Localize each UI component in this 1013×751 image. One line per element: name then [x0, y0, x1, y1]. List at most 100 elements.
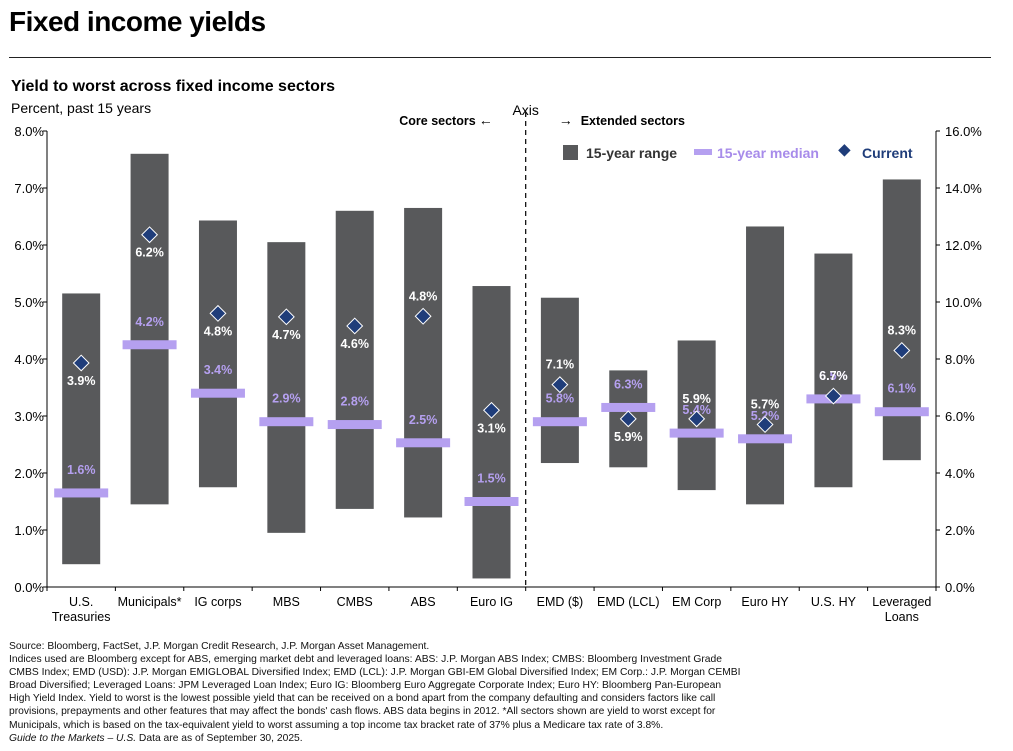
footnote-line: Indices used are Bloomberg except for AB… — [9, 654, 722, 666]
median-label: 2.5% — [409, 413, 438, 427]
range-bar — [814, 253, 853, 488]
range-bar — [130, 153, 169, 505]
median-label: 2.9% — [272, 392, 301, 406]
current-marker — [141, 226, 159, 244]
median-marker — [874, 407, 929, 417]
median-marker — [190, 388, 245, 398]
current-label: 5.9% — [614, 430, 643, 444]
left-axis-tick-label: 7.0% — [14, 181, 44, 196]
category-label: U.S. — [69, 595, 93, 609]
median-label: 1.6% — [67, 463, 96, 477]
median-marker — [122, 340, 177, 350]
guide-date: Data are as of September 30, 2025. — [136, 732, 303, 744]
footnote-line: Broad Diversified; Leveraged Loans: JPM … — [9, 680, 722, 692]
range-bar — [198, 220, 237, 488]
category-label: ABS — [411, 595, 436, 609]
left-axis-tick-label: 5.0% — [14, 295, 44, 310]
right-arrow-icon: → — [559, 112, 573, 128]
range-bar — [746, 226, 785, 505]
median-marker — [601, 402, 656, 412]
core-sectors-label: Core sectors — [399, 114, 475, 128]
chart-subtitle: Percent, past 15 years — [11, 100, 152, 116]
median-marker — [327, 420, 382, 430]
chart-title: Yield to worst across fixed income secto… — [11, 78, 335, 95]
right-axis-tick-label: 2.0% — [945, 523, 975, 538]
category-label: Euro IG — [470, 595, 513, 609]
category-label: MBS — [273, 595, 300, 609]
legend-median-swatch — [694, 149, 712, 155]
median-label: 2.8% — [340, 395, 369, 409]
current-marker — [824, 387, 842, 405]
median-label: 4.2% — [135, 315, 164, 329]
guide-title: Guide to the Markets – U.S. — [9, 732, 137, 744]
right-axis-tick-label: 10.0% — [945, 295, 982, 310]
title-divider — [9, 57, 991, 58]
footnote-line: Municipals, which is based on the tax-eq… — [9, 719, 664, 731]
median-label: 5.8% — [546, 392, 575, 406]
right-axis-tick-label: 14.0% — [945, 181, 982, 196]
right-axis-tick-label: 16.0% — [945, 124, 982, 139]
median-marker — [54, 488, 109, 498]
current-marker — [483, 401, 500, 419]
footnote-line: Source: Bloomberg, FactSet, J.P. Morgan … — [9, 641, 430, 652]
range-bar — [267, 242, 306, 533]
current-marker — [414, 307, 432, 325]
current-label: 3.9% — [67, 374, 96, 388]
median-marker — [396, 438, 451, 448]
current-label: 5.7% — [751, 398, 780, 412]
range-bar — [882, 179, 921, 461]
footnote-line: CMBS Index; EMD (USD): J.P. Morgan EMIGL… — [9, 667, 741, 679]
current-marker — [756, 416, 774, 434]
median-marker — [259, 417, 314, 427]
median-label: 6.3% — [614, 377, 643, 391]
current-marker — [688, 410, 706, 428]
axis-divider-label: Axis — [512, 102, 538, 118]
median-marker — [669, 428, 724, 438]
median-marker — [464, 497, 519, 506]
page-title: Fixed income yields — [9, 6, 266, 37]
median-label: 1.5% — [477, 472, 506, 486]
extended-sectors-label: Extended sectors — [581, 114, 685, 128]
legend-range-swatch — [563, 145, 578, 160]
right-axis-tick-label: 8.0% — [945, 352, 975, 367]
current-label: 3.1% — [477, 421, 506, 435]
category-label: Euro HY — [741, 595, 789, 609]
category-label: CMBS — [337, 595, 373, 609]
left-axis-tick-label: 2.0% — [14, 466, 44, 481]
right-axis-tick-label: 6.0% — [945, 409, 975, 424]
range-bar — [335, 210, 374, 509]
footnote-guide: Guide to the Markets – U.S. Data are as … — [9, 732, 839, 745]
legend-current-label: Current — [862, 145, 913, 161]
category-label: EMD (LCL) — [597, 595, 660, 609]
category-label: Treasuries — [52, 610, 111, 624]
left-axis-tick-label: 6.0% — [14, 238, 44, 253]
left-arrow-icon: ← — [479, 112, 493, 128]
median-label: 6.5% — [819, 369, 848, 383]
left-axis-tick-label: 3.0% — [14, 409, 44, 424]
current-label: 4.7% — [272, 328, 301, 342]
category-label: U.S. HY — [811, 595, 857, 609]
right-axis-tick-label: 4.0% — [945, 466, 975, 481]
legend-range-label: 15-year range — [586, 145, 677, 161]
median-label: 5.2% — [751, 409, 780, 423]
median-marker — [532, 417, 587, 427]
footnote-line: provisions, prepayments and other featur… — [9, 706, 716, 718]
current-marker — [277, 308, 295, 326]
category-label: IG corps — [194, 595, 241, 609]
current-label: 4.8% — [204, 324, 233, 338]
left-axis-tick-label: 4.0% — [14, 352, 44, 367]
left-axis-tick-label: 0.0% — [14, 580, 44, 595]
category-label: Loans — [885, 610, 919, 624]
yield-chart: 0.0% 1.0% 2.0% 3.0% 4.0% 5.0% 6.0% 7.0% 8.0% 0.0%… — [14, 102, 982, 624]
footnote-line: High Yield Index. Yield to worst is the … — [9, 693, 716, 705]
range-bar — [404, 207, 443, 518]
median-label: 6.1% — [888, 382, 917, 396]
legend-median-label: 15-year median — [717, 145, 819, 161]
range-bar — [62, 293, 101, 565]
current-marker — [346, 317, 364, 335]
current-label: 5.9% — [682, 392, 711, 406]
left-axis-tick-label: 1.0% — [14, 523, 44, 538]
median-marker — [738, 434, 793, 444]
right-axis-tick-label: 12.0% — [945, 238, 982, 253]
left-axis-tick-label: 8.0% — [14, 124, 44, 139]
